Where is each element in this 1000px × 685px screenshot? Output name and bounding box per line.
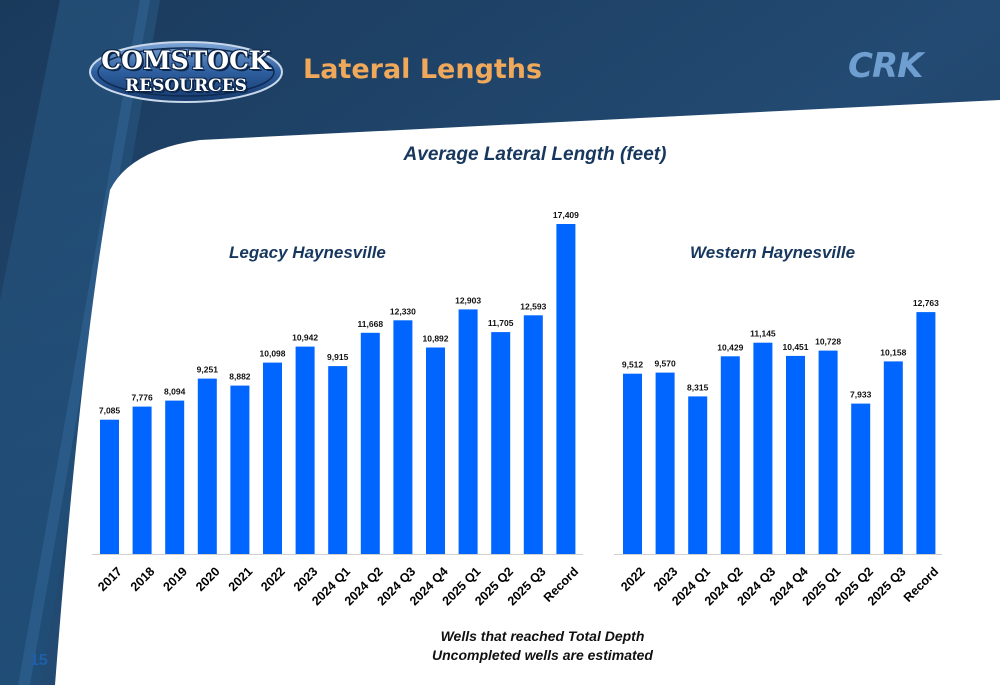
western-bar-4 xyxy=(753,342,773,554)
legacy-bar-3 xyxy=(197,378,217,554)
legacy-bar-7 xyxy=(328,366,348,554)
legacy-category-label-1: 2018 xyxy=(128,564,158,594)
western-data-label-7: 7,933 xyxy=(850,390,872,400)
western-category-label-1: 2023 xyxy=(651,564,681,594)
western-data-label-2: 8,315 xyxy=(687,382,709,392)
western-haynesville-title: Western Haynesville xyxy=(690,243,856,262)
legacy-data-label-1: 7,776 xyxy=(131,393,153,403)
logo-text-resources: RESOURCES xyxy=(125,76,247,96)
footnote-uncompleted: Uncompleted wells are estimated xyxy=(432,647,653,663)
legacy-data-label-11: 12,903 xyxy=(455,295,481,305)
legacy-category-label-3: 2020 xyxy=(193,564,223,594)
legacy-bar-2 xyxy=(165,400,185,554)
legacy-bar-14 xyxy=(556,224,576,554)
western-bar-2 xyxy=(688,396,708,554)
western-data-label-5: 10,451 xyxy=(783,342,809,352)
western-bar-3 xyxy=(720,356,740,554)
legacy-data-label-10: 10,892 xyxy=(423,334,449,344)
legacy-data-label-6: 10,942 xyxy=(292,333,318,343)
western-data-label-8: 10,158 xyxy=(880,347,906,357)
legacy-bar-6 xyxy=(295,346,315,554)
western-data-label-6: 10,728 xyxy=(815,337,841,347)
legacy-data-label-4: 8,882 xyxy=(229,372,251,382)
western-data-label-9: 12,763 xyxy=(913,298,939,308)
western-category-label-9: Record xyxy=(901,564,941,604)
legacy-bar-8 xyxy=(360,332,380,554)
legacy-category-label-4: 2021 xyxy=(226,564,256,594)
logo-text-comstock: COMSTOCK xyxy=(101,46,271,75)
legacy-bar-10 xyxy=(426,347,445,554)
page-number: 15 xyxy=(30,652,48,669)
western-data-label-3: 10,429 xyxy=(717,342,743,352)
western-bar-1 xyxy=(655,372,675,554)
western-bar-5 xyxy=(786,355,805,554)
western-bar-8 xyxy=(883,361,903,554)
western-bar-9 xyxy=(916,312,936,554)
western-category-label-0: 2022 xyxy=(618,564,648,594)
legacy-category-label-14: Record xyxy=(541,564,581,604)
chart-title: Average Lateral Length (feet) xyxy=(403,144,667,165)
western-data-label-4: 11,145 xyxy=(750,329,776,339)
legacy-bar-13 xyxy=(523,315,543,554)
footnote-total-depth: Wells that reached Total Depth xyxy=(440,628,645,644)
legacy-data-label-9: 12,330 xyxy=(390,306,416,316)
legacy-data-label-2: 8,094 xyxy=(164,387,186,397)
legacy-bar-0 xyxy=(100,419,119,554)
legacy-data-label-13: 12,593 xyxy=(520,301,546,311)
legacy-category-label-6: 2023 xyxy=(291,564,321,594)
legacy-bar-12 xyxy=(491,332,511,554)
legacy-category-label-5: 2022 xyxy=(258,564,288,594)
western-data-label-1: 9,570 xyxy=(654,359,676,369)
legacy-data-label-8: 11,668 xyxy=(358,319,384,329)
legacy-haynesville-title: Legacy Haynesville xyxy=(229,243,386,262)
legacy-bar-5 xyxy=(263,362,282,554)
western-bar-0 xyxy=(623,373,642,554)
crk-logo: CRK xyxy=(848,46,923,86)
legacy-bar-9 xyxy=(393,320,413,554)
comstock-logo-badge xyxy=(89,41,283,103)
legacy-bar-1 xyxy=(132,406,152,554)
comstock-logo: COMSTOCK RESOURCES xyxy=(88,40,284,104)
legacy-data-label-14: 17,409 xyxy=(553,210,579,220)
legacy-data-label-3: 9,251 xyxy=(197,365,219,375)
legacy-category-label-0: 2017 xyxy=(95,564,125,594)
legacy-bar-11 xyxy=(458,309,478,554)
legacy-bar-4 xyxy=(230,385,250,554)
western-bar-6 xyxy=(818,350,838,554)
page-title: Lateral Lengths xyxy=(303,54,543,85)
legacy-data-label-7: 9,915 xyxy=(327,352,349,362)
western-bar-7 xyxy=(851,403,871,554)
legacy-data-label-5: 10,098 xyxy=(260,349,286,359)
legacy-data-label-0: 7,085 xyxy=(99,406,121,416)
legacy-data-label-12: 11,705 xyxy=(488,318,514,328)
legacy-category-label-2: 2019 xyxy=(160,564,190,594)
western-data-label-0: 9,512 xyxy=(622,360,644,370)
